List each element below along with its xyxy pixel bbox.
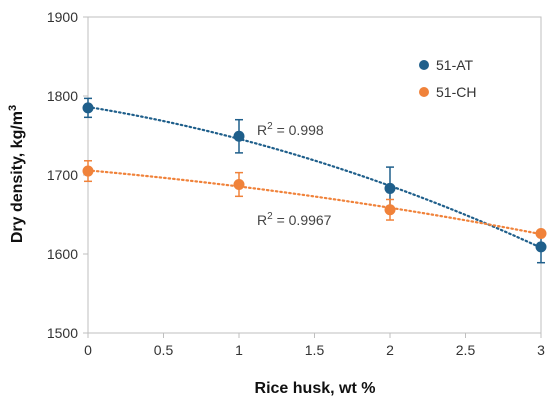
x-tick-label: 1.5 (305, 342, 325, 358)
x-tick-label: 2 (386, 342, 394, 358)
trendlines (86, 105, 543, 249)
legend-marker-51-ch (419, 87, 429, 97)
y-tick-label: 1900 (47, 9, 78, 25)
data-point-51-ch (535, 227, 547, 239)
r2-annotation-51-at-sup: 2 (267, 121, 273, 132)
r2-annotation-51-ch-r: R (257, 212, 267, 228)
y-axis-title: Dry density, kg/m3 (7, 105, 26, 243)
r2-annotation-51-ch: R2 = 0.9967 (257, 211, 332, 228)
y-tick-label: 1500 (47, 325, 78, 341)
r2-annotation-51-ch-value: = 0.9967 (273, 212, 332, 228)
r2-annotation-51-at: R2 = 0.998 (257, 121, 324, 138)
r2-annotation-51-at-value: = 0.998 (273, 122, 324, 138)
x-tick-label: 2.5 (456, 342, 476, 358)
legend-label-51-at: 51-AT (436, 57, 474, 73)
x-tick-label: 1 (235, 342, 243, 358)
tick-labels: 0 0.5 1 1.5 2 2.5 3 1500 1600 1700 1800 1900 (47, 9, 545, 358)
data-point-51-at (82, 102, 94, 114)
x-tick-label: 3 (537, 342, 545, 358)
x-tick-label: 0 (84, 342, 92, 358)
trendline-51-at (86, 105, 543, 249)
data-point-51-ch (384, 204, 396, 216)
y-tick-label: 1800 (47, 88, 78, 104)
data-point-51-at (384, 182, 396, 194)
y-axis-title-main: Dry density, kg/m (9, 111, 26, 243)
data-points (82, 102, 547, 253)
y-axis-title-superscript: 3 (7, 105, 19, 111)
legend-marker-51-at (419, 60, 429, 70)
x-axis-title: Rice husk, wt % (255, 380, 376, 397)
trendline-51-ch (86, 169, 543, 236)
legend: 51-AT 51-CH (419, 57, 476, 100)
r2-annotation-51-at-r: R (257, 122, 267, 138)
data-point-51-ch (233, 178, 245, 190)
x-tick-label: 0.5 (154, 342, 174, 358)
y-tick-label: 1700 (47, 167, 78, 183)
legend-label-51-ch: 51-CH (436, 84, 476, 100)
r2-annotation-51-ch-sup: 2 (267, 211, 273, 222)
data-point-51-at (535, 241, 547, 253)
data-point-51-ch (82, 165, 94, 177)
y-tick-label: 1600 (47, 246, 78, 262)
data-point-51-at (233, 130, 245, 142)
